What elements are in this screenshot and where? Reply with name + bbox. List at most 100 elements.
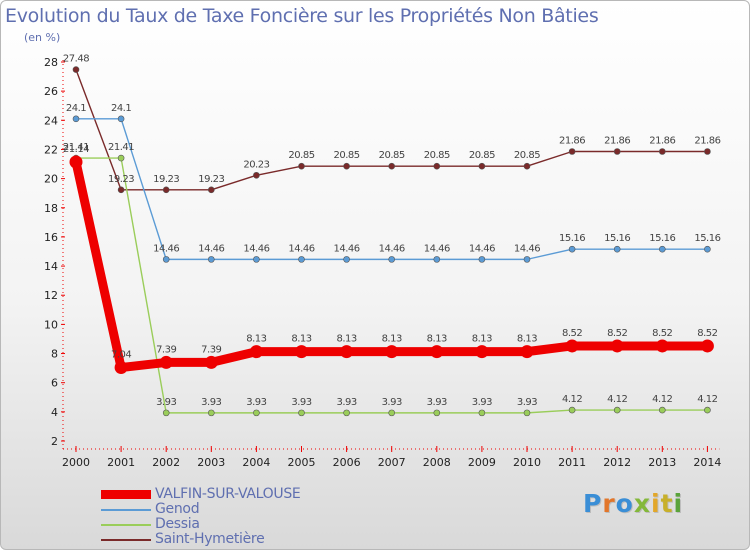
data-label: 8.52 <box>652 328 672 339</box>
data-point <box>159 355 173 369</box>
x-tick-label: 2008 <box>423 456 451 469</box>
data-label: 14.46 <box>243 243 269 254</box>
data-point <box>430 345 444 359</box>
data-point <box>72 66 80 73</box>
data-point <box>433 256 441 263</box>
data-point <box>208 256 215 263</box>
data-label: 21.41 <box>63 142 89 153</box>
data-label: 19.23 <box>108 174 134 185</box>
data-label: 20.85 <box>424 150 450 161</box>
data-point <box>478 409 486 417</box>
data-label: 3.93 <box>291 397 311 408</box>
data-label: 21.86 <box>649 136 675 147</box>
data-point <box>204 355 218 369</box>
data-point <box>208 186 215 194</box>
data-label: 14.46 <box>334 243 360 254</box>
data-point <box>385 345 399 359</box>
data-point <box>475 345 489 359</box>
y-tick-label: 24 <box>44 114 58 127</box>
data-label: 7.04 <box>111 350 131 361</box>
data-point <box>114 361 128 375</box>
legend-label: Genod <box>155 501 200 517</box>
data-label: 14.46 <box>198 243 224 254</box>
data-point <box>343 409 350 417</box>
data-point <box>298 162 305 170</box>
data-point <box>478 162 486 170</box>
data-point <box>520 345 534 359</box>
x-tick-label: 2002 <box>152 456 180 469</box>
data-label: 14.46 <box>469 243 495 254</box>
data-label: 14.46 <box>288 243 314 254</box>
data-label: 20.85 <box>334 150 360 161</box>
data-point <box>613 245 621 253</box>
data-label: 4.12 <box>607 394 627 405</box>
data-point <box>700 339 714 353</box>
y-tick-label: 16 <box>44 231 58 244</box>
data-point <box>613 406 621 414</box>
data-point <box>704 245 711 253</box>
legend-swatch <box>101 539 151 541</box>
y-tick-label: 26 <box>44 85 58 98</box>
data-point <box>340 345 354 359</box>
y-tick-label: 4 <box>51 406 58 419</box>
data-label: 4.12 <box>562 394 582 405</box>
data-label: 8.13 <box>517 334 537 345</box>
data-label: 24.1 <box>111 103 131 114</box>
x-tick-label: 2011 <box>558 456 586 469</box>
data-point <box>208 409 215 417</box>
data-point <box>568 406 576 414</box>
data-label: 3.93 <box>517 397 537 408</box>
data-label: 7.39 <box>201 344 221 355</box>
y-tick-label: 10 <box>44 318 58 331</box>
data-label: 20.85 <box>379 150 405 161</box>
data-label: 20.85 <box>469 150 495 161</box>
data-label: 21.14 <box>63 144 89 155</box>
data-label: 21.86 <box>559 136 585 147</box>
data-label: 8.13 <box>382 334 402 345</box>
data-label: 3.93 <box>336 397 356 408</box>
data-point <box>433 162 441 170</box>
legend-label: Dessia <box>155 516 200 532</box>
data-point <box>117 154 125 162</box>
data-label: 3.93 <box>382 397 402 408</box>
y-tick-label: 2 <box>51 435 58 448</box>
data-point <box>343 162 350 170</box>
data-label: 19.23 <box>198 174 224 185</box>
data-label: 8.52 <box>607 328 627 339</box>
data-point <box>253 256 260 263</box>
data-label: 3.93 <box>156 397 176 408</box>
data-label: 21.86 <box>694 136 720 147</box>
data-label: 8.13 <box>291 334 311 345</box>
data-point <box>117 186 125 194</box>
x-tick-label: 2013 <box>648 456 676 469</box>
series-lines <box>69 66 714 417</box>
y-axis-unit: (en %) <box>24 31 61 44</box>
data-point <box>253 171 260 179</box>
data-point <box>69 155 83 169</box>
data-label: 27.48 <box>63 54 89 65</box>
data-point <box>613 148 621 155</box>
data-label: 8.52 <box>562 328 582 339</box>
x-tick-label: 2006 <box>333 456 361 469</box>
data-point <box>658 245 666 253</box>
data-label: 8.13 <box>472 334 492 345</box>
data-point <box>610 339 624 353</box>
data-label: 3.93 <box>427 397 447 408</box>
data-point <box>704 148 711 155</box>
x-tick-label: 2004 <box>242 456 270 469</box>
data-label: 14.46 <box>514 243 540 254</box>
data-point <box>388 256 396 263</box>
data-label: 4.12 <box>652 394 672 405</box>
data-label: 14.46 <box>153 243 179 254</box>
y-tick-label: 14 <box>44 260 58 273</box>
data-point <box>433 409 441 417</box>
data-point <box>655 339 669 353</box>
data-label: 15.16 <box>694 233 720 244</box>
data-point <box>568 148 576 155</box>
data-label: 4.12 <box>697 394 717 405</box>
data-point <box>343 256 350 263</box>
data-label: 15.16 <box>559 233 585 244</box>
data-point <box>704 406 711 414</box>
